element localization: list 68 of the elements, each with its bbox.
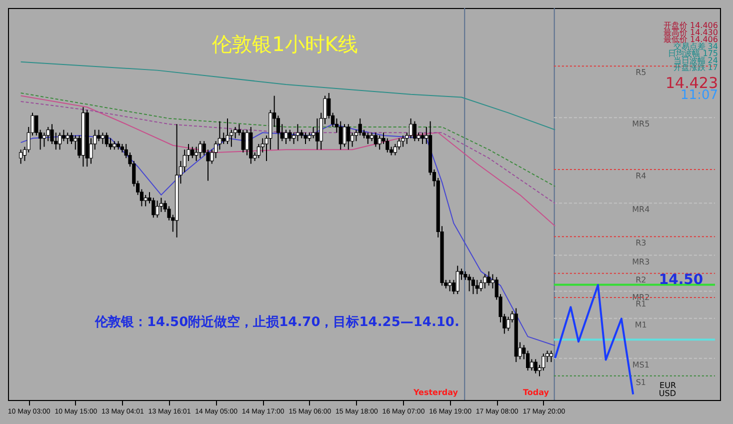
candlestick (104, 132, 108, 148)
ref-line-label: R4 (636, 171, 646, 180)
candlestick (144, 194, 148, 207)
ref-line-label: R5 (636, 68, 646, 78)
candlestick (397, 138, 401, 150)
candlestick (358, 118, 362, 136)
ref-line-label: R2 (636, 275, 646, 284)
text: EUR (660, 381, 676, 390)
candlestick (62, 129, 66, 142)
candlestick (412, 120, 416, 142)
candlestick (312, 126, 316, 139)
ref-line-label: MR5 (632, 120, 650, 129)
candlestick (549, 350, 553, 363)
candlestick (304, 132, 308, 144)
candlestick (288, 129, 292, 142)
candlestick (448, 279, 452, 292)
candlestick (190, 146, 194, 159)
candlestick (401, 134, 405, 148)
candlestick (378, 134, 382, 150)
text: 当日波幅 24 (673, 56, 718, 65)
candlestick (19, 149, 23, 164)
candlestick (284, 129, 288, 144)
candlestick (475, 279, 479, 295)
ref-line-label: M1 (634, 320, 647, 330)
candlestick (97, 129, 101, 142)
candlestick (34, 115, 38, 136)
candlestick (487, 270, 491, 286)
text: 交易点差 34 (673, 42, 718, 51)
candlestick (420, 132, 424, 144)
text: 14.50 (658, 272, 704, 288)
text: Today (523, 388, 550, 397)
text: 11:07 (680, 88, 718, 103)
candlestick (46, 126, 50, 142)
candlestick (245, 129, 249, 156)
candlestick (534, 358, 538, 374)
candlestick (100, 132, 104, 144)
text: 最低价 14.406 (663, 35, 718, 44)
ref-line-label: MR3 (632, 257, 650, 266)
candlestick (342, 124, 346, 148)
annotation: 伦敦银：14.50附近做空，止损14.70，目标14.25—14.10. (94, 314, 460, 330)
chart-title: 伦敦银1小时K线 (212, 32, 358, 56)
candlestick (483, 274, 487, 289)
ref-line-label: MR4 (632, 205, 650, 214)
text: USD (658, 389, 676, 398)
candlestick (374, 132, 378, 148)
candlestick (226, 118, 230, 144)
candlestick (156, 200, 160, 218)
text: 开盘涨跌 17 (673, 63, 718, 72)
candlestick (222, 132, 226, 144)
candlestick (241, 129, 245, 153)
ref-line-label: R3 (636, 238, 646, 248)
candlestick (66, 132, 70, 144)
candlestick (296, 124, 300, 142)
candlestick (338, 120, 342, 150)
candlestick (456, 265, 460, 295)
text: 日均波幅 175 (668, 49, 718, 58)
candlestick (346, 124, 350, 150)
candlestick (366, 132, 370, 144)
ref-line-label: MS1 (632, 360, 650, 370)
text: 开盘价 14.406 (663, 21, 718, 30)
candlestick (315, 118, 319, 150)
ref-line-label: S1 (636, 378, 646, 387)
candlestick (58, 132, 62, 150)
text: Yesterday (412, 388, 459, 397)
candlestick (471, 276, 475, 295)
text: 最高价 14.430 (663, 28, 718, 37)
ref-line-label: R1 (636, 299, 646, 308)
candlestick (198, 140, 202, 159)
